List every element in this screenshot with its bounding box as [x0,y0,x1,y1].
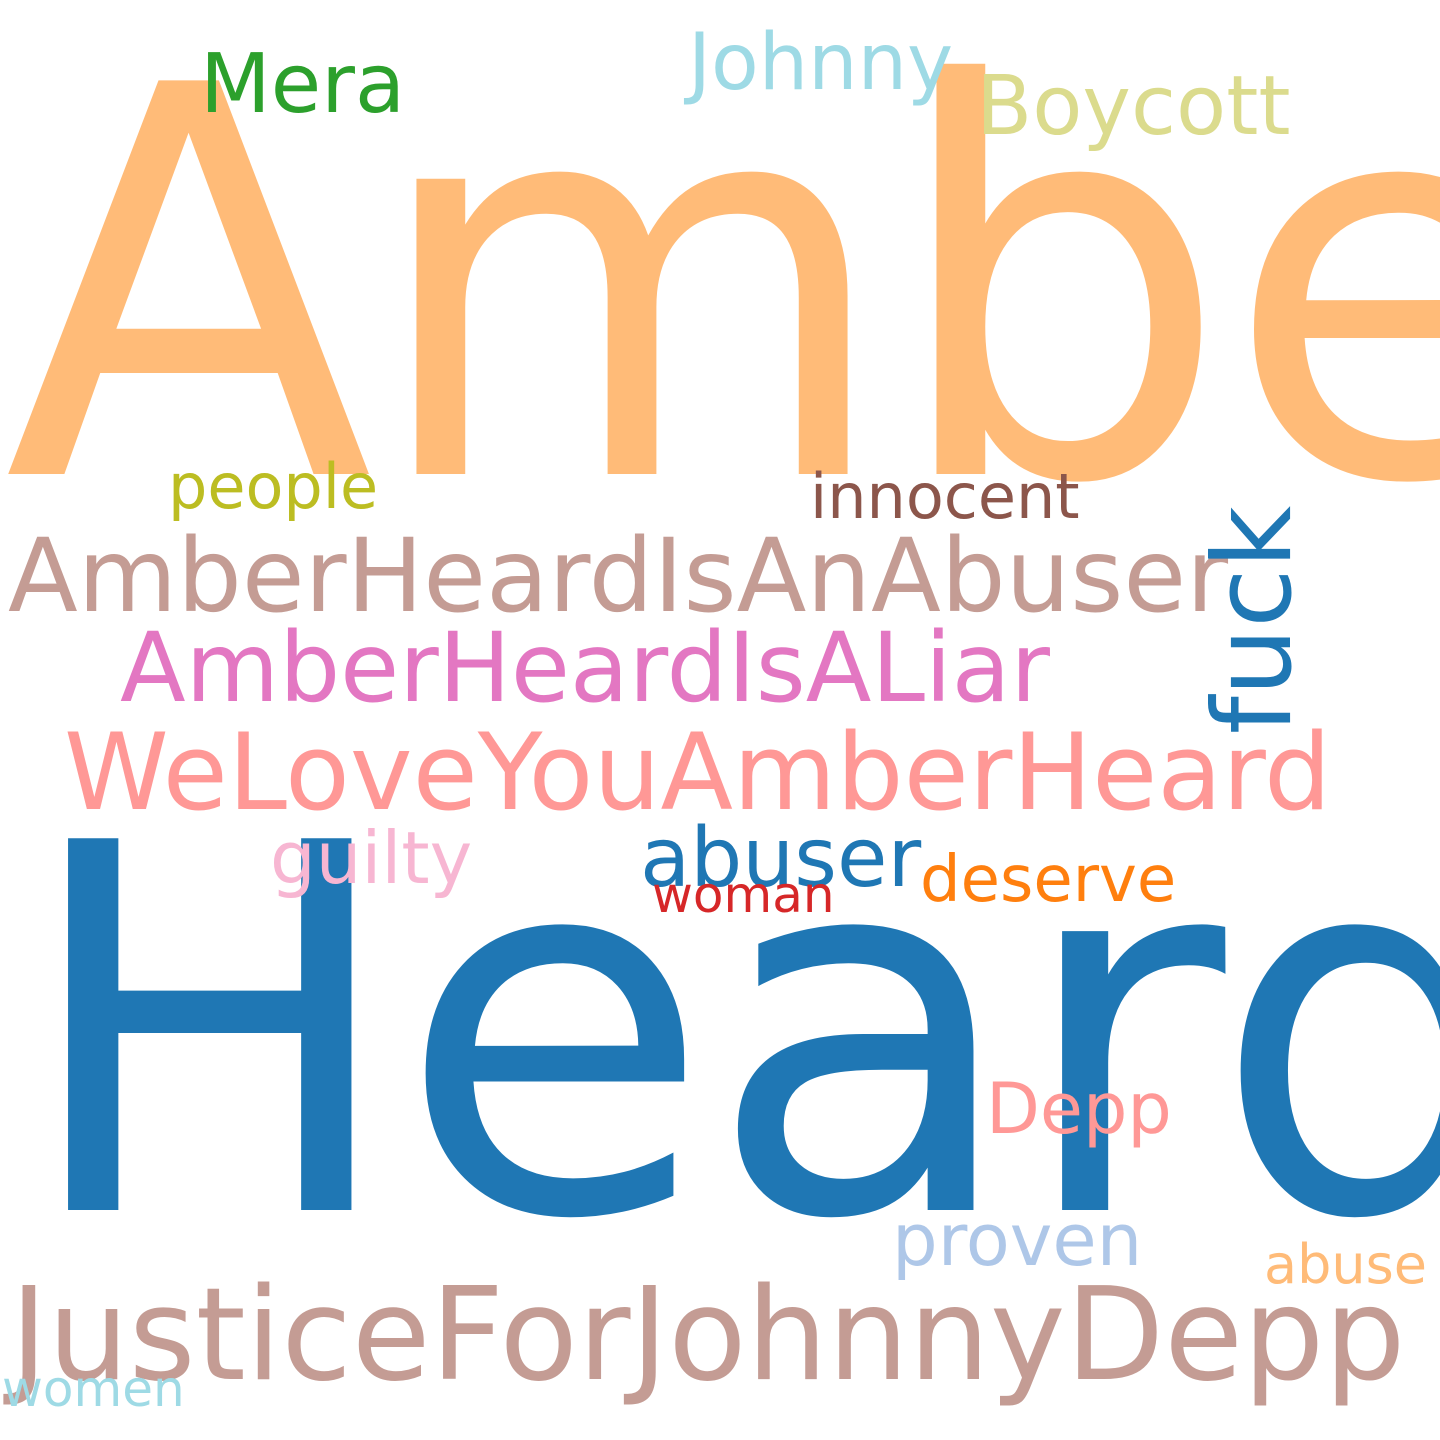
word-innocent: innocent [810,460,1080,533]
word-heard: Heard [18,738,1440,1331]
word-amberheardisaliar: AmberHeardIsALiar [120,612,1050,724]
word-fuck: fuck [1191,505,1317,735]
word-depp: Depp [986,1068,1172,1150]
word-justiceforjohnnydepp: JusticeForJohnnyDepp [10,1261,1406,1410]
word-women: women [2,1360,185,1418]
word-weloveyouamberheard: WeLoveYouAmberHeard [64,711,1332,834]
word-amberheardisanabuser: AmberHeardIsAnAbuser [8,517,1229,636]
word-mera: Mera [200,37,406,132]
word-boycott: Boycott [976,59,1291,154]
word-abuse: abuse [1264,1233,1427,1296]
word-amber: Amber [4,0,1440,602]
word-woman: woman [652,866,835,924]
word-abuser: abuser [640,811,922,906]
word-people: people [168,450,379,523]
word-deserve: deserve [920,843,1177,917]
word-proven: proven [892,1198,1143,1282]
word-johnny: Johnny [688,18,954,108]
word-guilty: guilty [270,816,473,900]
